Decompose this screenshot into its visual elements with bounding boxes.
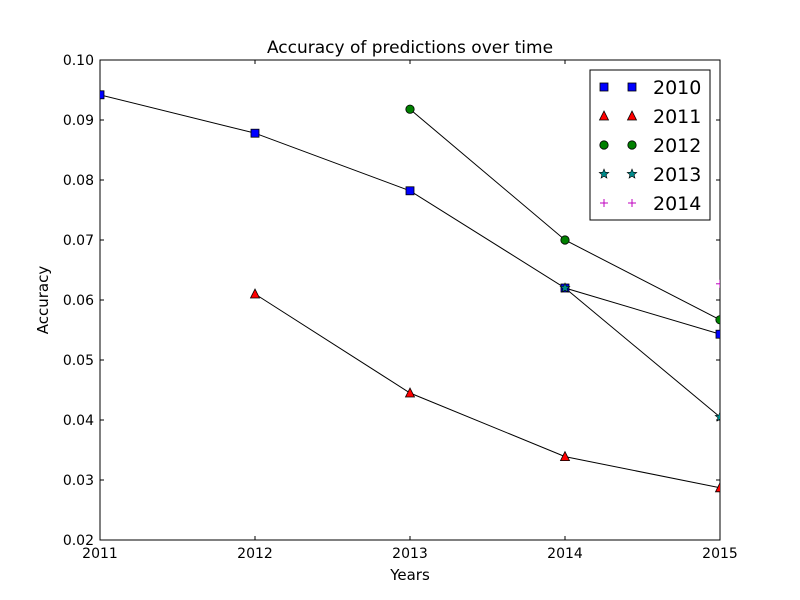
data-point-2013 — [714, 411, 720, 422]
data-point-2012 — [560, 235, 570, 245]
y-tick-label: 0.10 — [63, 53, 94, 69]
legend-marker — [626, 110, 638, 121]
x-tick-label: 2012 — [237, 546, 273, 562]
data-point-2011 — [404, 387, 416, 398]
y-tick-label: 0.09 — [63, 113, 94, 129]
legend-marker — [628, 199, 636, 207]
legend-item-2011: 2011 — [598, 106, 701, 128]
series-line-2013 — [564, 287, 720, 418]
series-markers — [100, 90, 720, 493]
legend-label: 2013 — [653, 164, 701, 186]
y-tick-label: 0.02 — [63, 533, 94, 549]
legend-item-2010: 2010 — [599, 77, 701, 99]
legend-marker — [599, 82, 609, 92]
legend-item-2012: 2012 — [599, 135, 701, 157]
data-point-2010 — [100, 90, 105, 100]
legend-marker — [627, 82, 637, 92]
data-point-2012 — [715, 315, 720, 325]
x-tick-label: 2014 — [547, 546, 583, 562]
data-point-2013 — [559, 282, 571, 293]
y-tick-label: 0.05 — [63, 353, 94, 369]
x-axis-ticks: 2011 2012 2013 2014 2015 — [82, 60, 738, 562]
y-axis-label: Accuracy — [34, 266, 52, 335]
data-point-2011 — [249, 288, 261, 299]
data-point-2011 — [714, 481, 720, 493]
legend-label: 2014 — [653, 193, 701, 215]
legend-marker — [627, 140, 637, 150]
legend-box — [589, 69, 711, 221]
data-point-2010 — [250, 128, 260, 138]
data-point-2014 — [716, 279, 720, 288]
legend-marker — [600, 199, 608, 207]
y-tick-label: 0.04 — [63, 413, 94, 429]
data-point-2010 — [715, 329, 720, 339]
y-axis-ticks: 0.02 0.03 0.04 0.05 0.06 0.07 0.08 0.09 0.10 — [63, 53, 720, 549]
chart-title: Accuracy of predictions over time — [267, 38, 553, 58]
data-point-2010 — [405, 186, 415, 196]
series-line-2011 — [254, 293, 720, 489]
data-point-2012 — [405, 104, 415, 114]
legend-item-2014: 2014 — [600, 193, 701, 215]
legend-marker — [626, 168, 638, 179]
x-tick-label: 2015 — [702, 546, 738, 562]
legend-marker — [598, 168, 610, 179]
legend-marker — [599, 140, 609, 150]
legend-item-2013: 2013 — [598, 164, 701, 186]
x-tick-label: 2013 — [392, 546, 428, 562]
x-axis-label: Years — [389, 566, 430, 584]
y-tick-label: 0.07 — [63, 233, 94, 249]
legend-label: 2011 — [653, 106, 701, 128]
y-tick-label: 0.06 — [63, 293, 94, 309]
legend: 2010 2011 2012 2013 2014 — [589, 69, 711, 221]
legend-label: 2010 — [653, 77, 701, 99]
y-tick-label: 0.03 — [63, 473, 94, 489]
y-tick-label: 0.08 — [63, 173, 94, 189]
legend-marker — [598, 110, 610, 121]
x-tick-label: 2011 — [82, 546, 118, 562]
legend-label: 2012 — [653, 135, 701, 157]
data-point-2011 — [559, 450, 571, 462]
